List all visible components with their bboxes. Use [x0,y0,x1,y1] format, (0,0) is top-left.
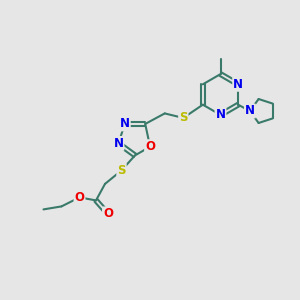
Text: N: N [120,117,130,130]
Text: S: S [117,164,126,177]
Text: N: N [215,108,226,122]
Text: N: N [113,137,124,150]
Text: O: O [74,191,85,204]
Text: N: N [233,78,243,91]
Text: N: N [245,104,255,118]
Text: S: S [179,111,188,124]
Text: O: O [145,140,155,153]
Text: O: O [103,207,113,220]
